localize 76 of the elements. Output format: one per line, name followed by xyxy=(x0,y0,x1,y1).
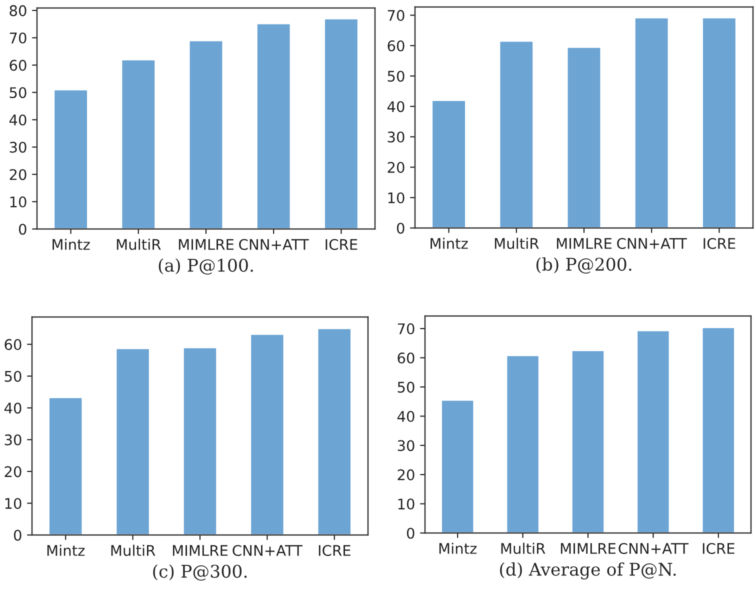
x-tick-label: Mintz xyxy=(52,238,90,250)
x-tick-label: MultiR xyxy=(501,542,546,554)
bar xyxy=(634,16,670,228)
y-tick-label: 70 xyxy=(10,32,26,44)
x-tick-label: MIMLRE xyxy=(560,543,616,554)
y-tick-label: 0 xyxy=(396,222,404,234)
x-tick-label: ICRE xyxy=(704,238,736,250)
y-tick-label: 30 xyxy=(10,142,26,153)
bar xyxy=(53,88,88,229)
y-tick-label: 10 xyxy=(388,192,404,204)
y-tick-label: 30 xyxy=(388,132,404,143)
bar xyxy=(702,16,737,228)
y-tick-label: 70 xyxy=(388,10,404,21)
y-tick-label: 0 xyxy=(406,528,414,539)
y-tick-label: 60 xyxy=(4,339,22,350)
y-tick-label: 20 xyxy=(388,162,404,173)
bar xyxy=(701,326,736,533)
y-tick-label: 40 xyxy=(9,114,26,126)
y-tick-label: 80 xyxy=(10,5,26,16)
y-tick-label: 60 xyxy=(10,60,26,71)
y-tick-label: 0 xyxy=(14,530,22,541)
y-tick-label: 50 xyxy=(398,382,414,393)
bar xyxy=(324,18,359,229)
x-tick-label: Mintz xyxy=(439,542,477,554)
x-tick-label: ICRE xyxy=(326,238,358,250)
x-tick-label: MIMLRE xyxy=(556,238,612,249)
y-tick-label: 40 xyxy=(4,402,22,414)
bar xyxy=(498,40,534,228)
bar xyxy=(506,354,540,533)
y-tick-label: 50 xyxy=(10,87,26,98)
x-tick-label: CNN+ATT xyxy=(618,542,689,554)
y-tick-label: 20 xyxy=(10,169,26,180)
bar xyxy=(188,40,224,229)
y-tick-label: 0 xyxy=(18,224,26,235)
x-tick-label: MIMLRE xyxy=(178,239,234,250)
y-tick-label: 10 xyxy=(5,498,22,509)
x-tick-label: Mintz xyxy=(430,238,468,249)
x-axis-title: (a) P@100. xyxy=(158,258,253,275)
y-tick-label: 60 xyxy=(398,352,414,364)
y-tick-label: 60 xyxy=(388,40,404,52)
y-tick-label: 40 xyxy=(397,410,414,422)
bar xyxy=(566,46,602,228)
y-tick-label: 10 xyxy=(398,498,414,510)
x-axis-title: (b) P@200. xyxy=(536,257,632,274)
bar xyxy=(48,396,84,535)
bar xyxy=(636,330,670,533)
bar xyxy=(250,333,285,535)
y-tick-label: 40 xyxy=(387,101,404,112)
x-axis-title: (c) P@300. xyxy=(153,564,247,581)
x-tick-label: ICRE xyxy=(702,542,734,554)
x-tick-label: MultiR xyxy=(494,238,539,250)
x-tick-label: ICRE xyxy=(318,544,350,556)
y-tick-label: 20 xyxy=(4,466,22,478)
x-axis-title: (d) Average of P@N. xyxy=(500,562,676,580)
x-tick-label: MultiR xyxy=(111,544,156,556)
x-tick-label: Mintz xyxy=(47,544,85,556)
y-tick-label: 10 xyxy=(10,196,26,208)
y-tick-label: 20 xyxy=(398,469,414,480)
x-tick-label: MultiR xyxy=(116,238,161,250)
y-tick-label: 70 xyxy=(398,323,414,334)
x-tick-label: MIMLRE xyxy=(172,545,228,556)
bar xyxy=(120,58,156,229)
y-tick-label: 50 xyxy=(388,70,404,82)
bar xyxy=(182,346,218,535)
bar xyxy=(115,348,150,535)
bar xyxy=(316,328,352,535)
y-tick-label: 30 xyxy=(398,440,414,452)
bar xyxy=(431,100,466,228)
x-tick-label: CNN+ATT xyxy=(239,238,309,250)
x-tick-label: CNN+ATT xyxy=(232,544,303,556)
y-tick-label: 50 xyxy=(4,370,22,382)
bar xyxy=(256,22,292,229)
bar xyxy=(440,399,475,533)
y-tick-label: 30 xyxy=(4,434,22,446)
bar xyxy=(571,350,605,533)
x-tick-label: CNN+ATT xyxy=(617,238,687,250)
